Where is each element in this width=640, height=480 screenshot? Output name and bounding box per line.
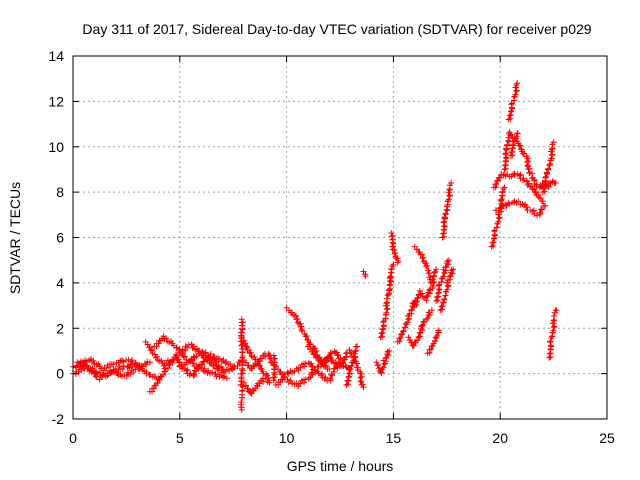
y-tick-label: 2 [56,320,64,336]
x-tick-label: 0 [69,430,77,446]
y-tick-label: 12 [48,93,64,109]
y-tick-label: 10 [48,139,64,155]
x-axis-label: GPS time / hours [287,458,394,474]
y-tick-labels: -2 0 2 4 6 8 10 12 14 [48,48,64,427]
x-tick-label: 10 [279,430,295,446]
y-tick-label: 4 [56,275,64,291]
axis-ticks [72,55,608,420]
x-tick-label: 5 [176,430,184,446]
grid-lines [73,56,607,419]
x-tick-label: 25 [599,430,615,446]
y-tick-label: 0 [56,366,64,382]
y-tick-label: 8 [56,184,64,200]
y-tick-label: -2 [52,411,65,427]
y-axis-label: SDTVAR / TECUs [7,182,23,294]
chart-title: Day 311 of 2017, Sidereal Day-to-day VTE… [82,21,591,37]
y-tick-label: 6 [56,230,64,246]
x-tick-label: 15 [386,430,402,446]
x-tick-label: 20 [492,430,508,446]
y-tick-label: 14 [48,48,64,64]
x-tick-labels: 0 5 10 15 20 25 [69,430,615,446]
